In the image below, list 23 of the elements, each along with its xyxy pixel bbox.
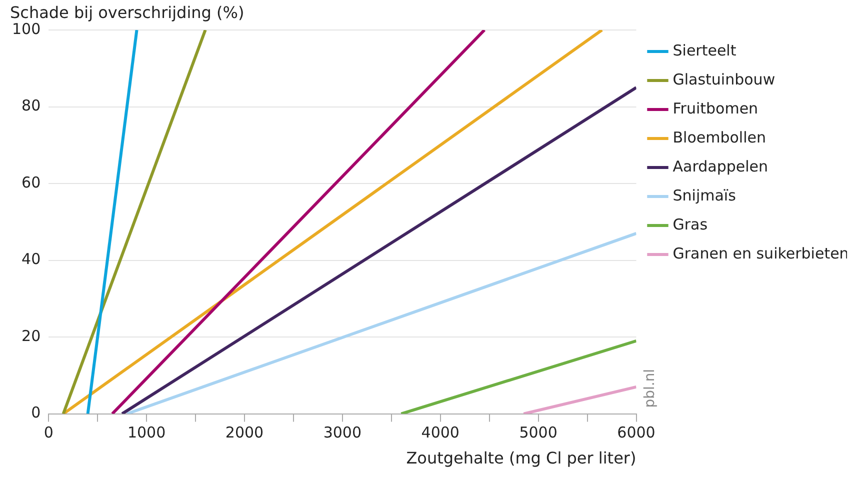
legend-label: Aardappelen xyxy=(672,157,768,176)
x-tick-label: 5000 xyxy=(519,424,558,442)
y-tick-label: 100 xyxy=(12,20,41,38)
x-tick-label: 3000 xyxy=(323,424,362,442)
x-tick-label: 6000 xyxy=(617,424,656,442)
x-axis-title: Zoutgehalte (mg Cl per liter) xyxy=(406,448,636,468)
legend-label: Sierteelt xyxy=(672,41,736,60)
legend-label: Bloembollen xyxy=(672,128,766,146)
legend-label: Snijmaïs xyxy=(672,186,736,204)
y-tick-label: 20 xyxy=(22,326,41,345)
y-tick-label: 0 xyxy=(31,404,41,422)
x-tick-label: 2000 xyxy=(225,424,264,442)
y-axis-title: Schade bij overschrijding (%) xyxy=(10,3,244,22)
legend-label: Gras xyxy=(672,215,708,234)
x-tick-label: 4000 xyxy=(421,424,460,442)
x-tick-label: 0 xyxy=(44,424,54,442)
text: pbl.nl xyxy=(642,368,658,408)
y-tick-label: 80 xyxy=(22,96,41,115)
legend-label: Fruitbomen xyxy=(672,99,758,118)
legend-label: Glastuinbouw xyxy=(672,70,776,88)
x-tick-label: 1000 xyxy=(127,424,166,442)
y-tick-label: 40 xyxy=(22,250,41,268)
y-tick-label: 60 xyxy=(22,173,41,192)
